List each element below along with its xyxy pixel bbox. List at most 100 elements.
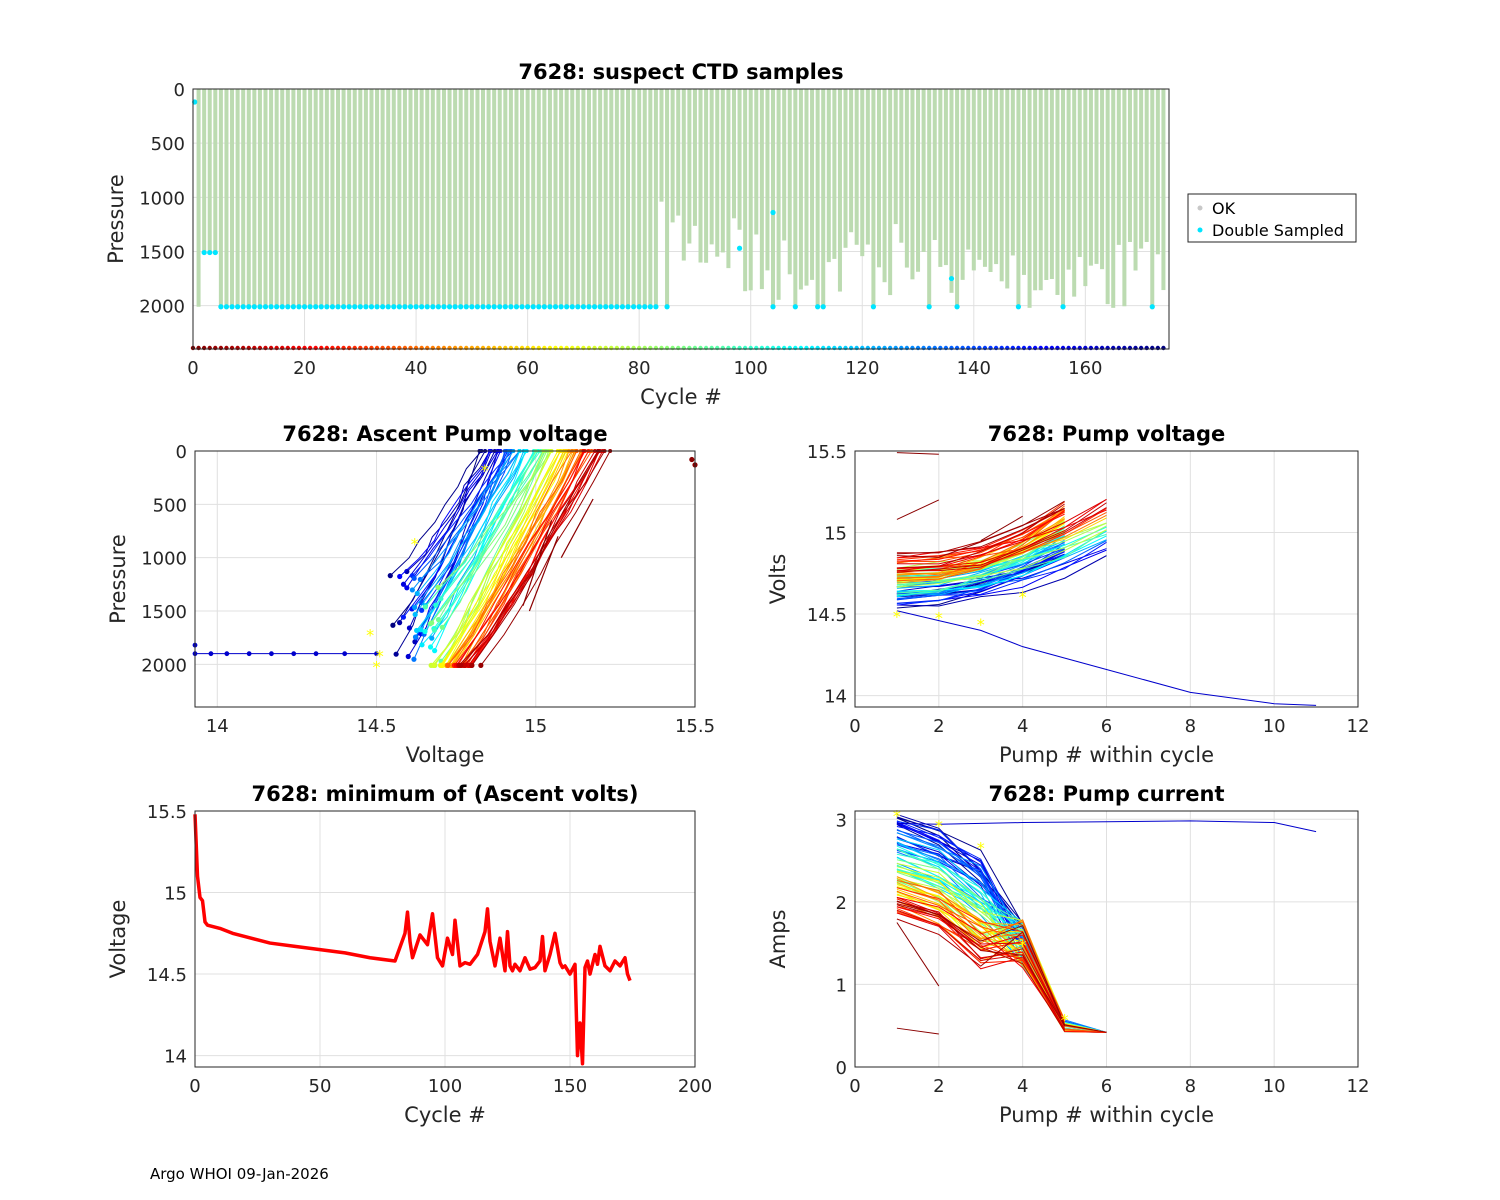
ascent-line xyxy=(411,450,521,591)
pump-voltage-line xyxy=(896,530,1065,597)
ok-bar xyxy=(1016,89,1021,307)
double-sampled-point xyxy=(368,304,375,310)
ok-bar xyxy=(347,89,352,307)
x-tick-label: 120 xyxy=(845,358,879,379)
ok-bar xyxy=(319,89,324,307)
ascent-line xyxy=(420,450,501,634)
cycle-color-marker xyxy=(302,345,307,351)
ascent-point xyxy=(462,662,468,669)
ok-bar xyxy=(341,89,346,307)
cycle-color-marker xyxy=(324,345,330,351)
axes-box xyxy=(854,450,1359,708)
x-tick-label: 15 xyxy=(524,716,547,737)
legend-box xyxy=(1187,193,1357,243)
pump-voltage-line xyxy=(896,503,1065,569)
double-sampled-point xyxy=(329,304,336,310)
pump-voltage-line xyxy=(896,543,1065,605)
x-tick-label: 8 xyxy=(1185,1076,1196,1097)
cycle-color-marker xyxy=(213,345,218,351)
y-tick-label: 14.5 xyxy=(147,965,187,986)
cycle-color-marker xyxy=(915,345,921,351)
ok-bar xyxy=(960,89,965,280)
cycle-color-marker xyxy=(257,345,263,351)
data-layer: * * * * xyxy=(893,452,1317,706)
pump-voltage-line xyxy=(896,507,1107,572)
ascent-point xyxy=(422,628,428,635)
early-cycle-line xyxy=(896,499,940,520)
ok-bar xyxy=(1061,89,1066,307)
ok-bar xyxy=(860,89,865,257)
highlight-marker: * xyxy=(1019,936,1027,955)
ascent-point xyxy=(400,581,407,587)
cycle-color-marker xyxy=(196,345,201,351)
ok-bar xyxy=(949,89,954,293)
ascent-line xyxy=(454,450,586,666)
ok-bar xyxy=(375,89,380,307)
x-tick-label: 100 xyxy=(734,358,768,379)
highlight-marker: * xyxy=(411,535,419,554)
ok-bar xyxy=(436,89,441,307)
ok-bar xyxy=(1055,89,1060,295)
y-tick-label: 0 xyxy=(176,442,187,463)
double-sampled-point xyxy=(452,304,458,310)
y-axis-label: Pressure xyxy=(106,534,130,624)
ok-bar xyxy=(731,89,736,219)
ascent-point xyxy=(419,607,425,613)
y-tick-label: 0 xyxy=(836,1058,847,1079)
cycle-color-marker xyxy=(1021,345,1027,351)
ok-bar xyxy=(330,89,335,307)
cycle-color-marker xyxy=(1116,345,1122,351)
ok-bar xyxy=(810,89,815,280)
ascent-point xyxy=(429,635,435,641)
cycle-color-marker xyxy=(408,345,413,351)
cycle-color-marker xyxy=(229,345,235,351)
ok-bar xyxy=(1105,89,1110,305)
ascent-point xyxy=(431,662,438,669)
double-sampled-point xyxy=(441,304,447,310)
ascent-point xyxy=(412,634,419,640)
ascent-point xyxy=(411,656,417,662)
pump-voltage-line xyxy=(896,539,1065,589)
legend: OK Double Sampled xyxy=(1187,193,1357,243)
ascent-line xyxy=(480,450,611,666)
x-tick-label: 14.5 xyxy=(356,716,396,737)
ok-bar xyxy=(676,89,681,216)
ok-bar xyxy=(441,89,446,307)
ok-bar xyxy=(252,89,257,307)
ok-bar xyxy=(581,89,586,307)
y-tick-label: 1 xyxy=(836,975,847,996)
ok-bar xyxy=(1072,89,1077,297)
x-tick-label: 20 xyxy=(293,358,316,379)
ascent-point xyxy=(412,611,418,618)
highlight-marker: * xyxy=(1019,587,1027,606)
double-sampled-point xyxy=(541,304,547,310)
double-sampled-point xyxy=(1015,304,1022,310)
ok-bar xyxy=(832,89,837,259)
pump-current-line xyxy=(896,887,1066,1020)
ok-bar xyxy=(1116,89,1121,245)
ascent-line xyxy=(434,450,543,631)
double-sampled-point xyxy=(324,304,330,310)
early-cycle-line xyxy=(896,452,939,455)
y-tick-label: 3 xyxy=(836,810,847,831)
y-tick-label: 500 xyxy=(151,134,185,155)
double-sampled-point xyxy=(530,304,536,310)
ok-bar xyxy=(854,89,859,245)
cycle-color-marker xyxy=(1060,345,1066,351)
y-axis-label: Voltage xyxy=(106,900,130,979)
x-tick-label: 14 xyxy=(206,716,229,737)
ok-bar xyxy=(358,89,363,307)
cycle-color-marker xyxy=(397,345,402,351)
cycle-color-marker xyxy=(430,345,436,351)
double-sampled-point xyxy=(435,304,441,310)
outlier-point xyxy=(269,651,274,657)
cycle-color-marker xyxy=(854,345,859,351)
ok-bar xyxy=(224,89,229,307)
cycle-color-marker xyxy=(809,345,815,351)
ascent-point xyxy=(397,573,403,580)
ok-bar xyxy=(430,89,435,307)
double-sampled-point xyxy=(363,304,369,310)
ascent-line xyxy=(424,450,535,632)
ok-bar xyxy=(335,89,341,307)
ok-bar xyxy=(508,89,513,307)
